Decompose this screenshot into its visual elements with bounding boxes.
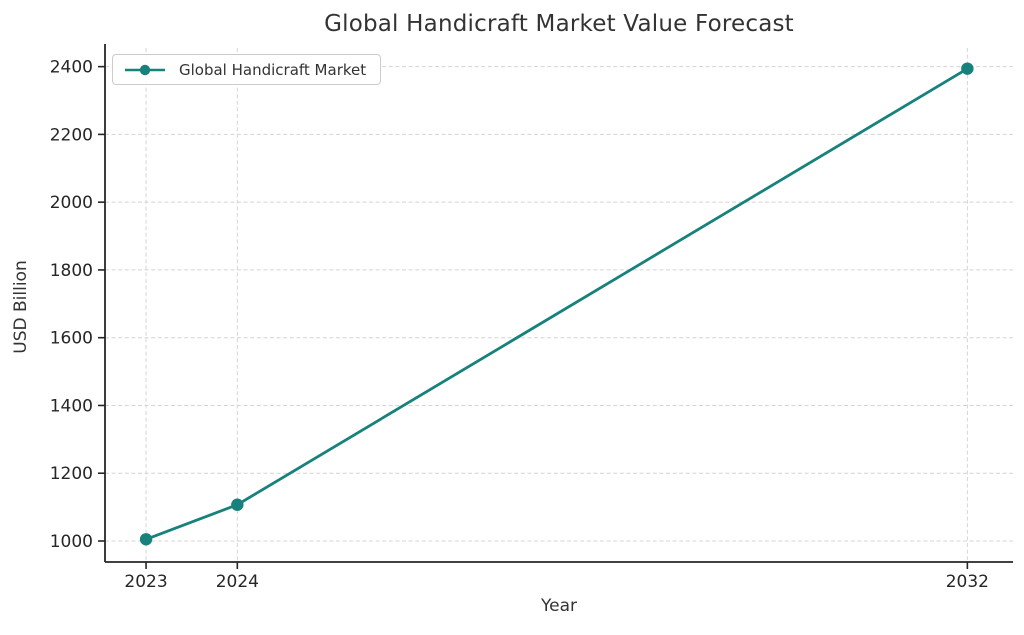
y-tick-label: 1400 (50, 396, 93, 416)
x-axis-title: Year (541, 596, 577, 616)
y-tick-label: 1800 (50, 261, 93, 281)
x-tick-label: 2032 (946, 572, 989, 592)
data-point-marker (139, 533, 153, 546)
y-tick-label: 2200 (50, 125, 93, 145)
chart-title: Global Handicraft Market Value Forecast (324, 11, 794, 37)
y-tick-label: 2400 (50, 58, 93, 78)
series-line (145, 67, 969, 541)
y-axis-title: USD Billion (11, 260, 31, 354)
y-tick-label: 1000 (50, 532, 93, 552)
legend: Global Handicraft Market (112, 54, 382, 85)
x-tick-label: 2023 (124, 572, 167, 592)
data-point-marker (961, 62, 974, 75)
x-tick-label: 2024 (216, 572, 259, 592)
legend-line-marker-icon (125, 64, 165, 75)
y-tick-label: 1600 (50, 329, 93, 349)
y-tick-label: 1200 (50, 464, 93, 484)
y-tick-label: 2000 (50, 193, 93, 213)
legend-label: Global Handicraft Market (179, 60, 367, 79)
data-point-marker (231, 498, 244, 511)
